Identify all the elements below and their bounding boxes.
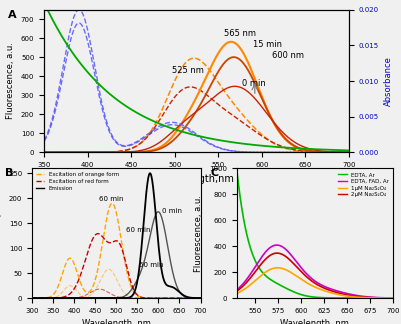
Y-axis label: Fluorescence, a.u.: Fluorescence, a.u. — [0, 195, 3, 272]
Text: 565 nm: 565 nm — [224, 29, 256, 38]
Text: B: B — [5, 168, 14, 179]
Text: C: C — [210, 168, 218, 179]
Legend: Excitation of orange form, Excitation of red form, Emission: Excitation of orange form, Excitation of… — [35, 171, 120, 192]
Text: 0 min: 0 min — [162, 208, 182, 214]
Y-axis label: Fluorescence, a.u.: Fluorescence, a.u. — [194, 195, 203, 272]
Text: 600 nm: 600 nm — [272, 51, 304, 60]
Y-axis label: Absorbance: Absorbance — [385, 56, 393, 106]
X-axis label: Wavelength, nm: Wavelength, nm — [82, 319, 151, 324]
Y-axis label: Fluorescence, a.u.: Fluorescence, a.u. — [6, 42, 15, 120]
Text: 0 min: 0 min — [242, 79, 265, 88]
Legend: EDTA, Ar, EDTA, FAD, Ar, 1μM Na₂S₂O₄, 2μM Na₂S₂O₄: EDTA, Ar, EDTA, FAD, Ar, 1μM Na₂S₂O₄, 2μ… — [337, 171, 390, 199]
Text: 60 min: 60 min — [139, 262, 163, 268]
Text: 60 min: 60 min — [126, 227, 150, 233]
X-axis label: Wavelength,nm: Wavelength,nm — [158, 174, 235, 184]
Text: 15 min: 15 min — [253, 40, 282, 49]
Text: 525 nm: 525 nm — [172, 66, 204, 75]
X-axis label: Wavelength, nm: Wavelength, nm — [280, 319, 349, 324]
Text: 60 min: 60 min — [99, 196, 124, 202]
Text: A: A — [8, 10, 16, 20]
